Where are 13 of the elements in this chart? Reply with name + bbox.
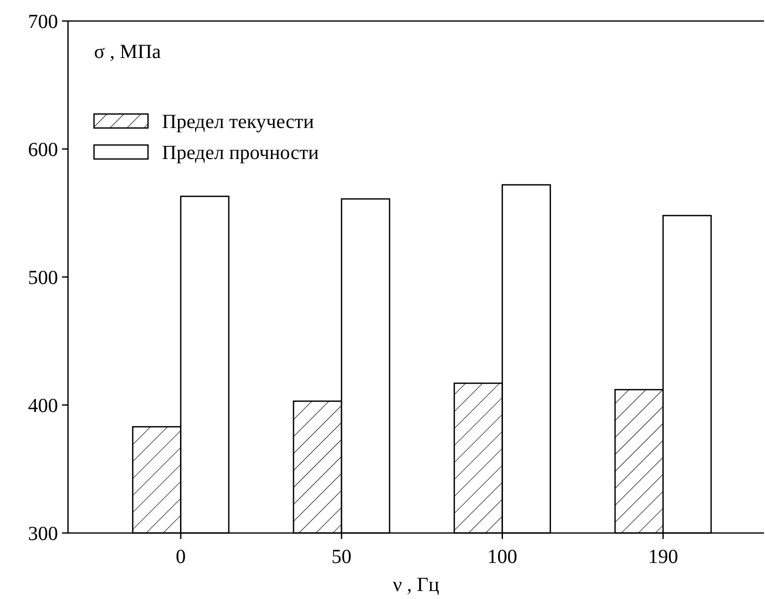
x-tick-label: 0	[176, 546, 186, 568]
y-tick-label: 500	[28, 267, 58, 289]
legend-label: Предел прочности	[162, 142, 320, 164]
x-axis-title: ν , Гц	[392, 574, 440, 596]
y-tick-label: 700	[28, 11, 58, 33]
x-tick-label: 50	[332, 546, 352, 568]
x-tick-label: 190	[648, 546, 678, 568]
y-tick-label: 600	[28, 139, 58, 161]
legend-label: Предел текучести	[162, 111, 314, 133]
y-tick-label: 400	[28, 395, 58, 417]
x-tick-label: 100	[487, 546, 518, 568]
y-axis-title: σ , МПа	[94, 41, 162, 63]
y-tick-label: 300	[28, 523, 58, 545]
